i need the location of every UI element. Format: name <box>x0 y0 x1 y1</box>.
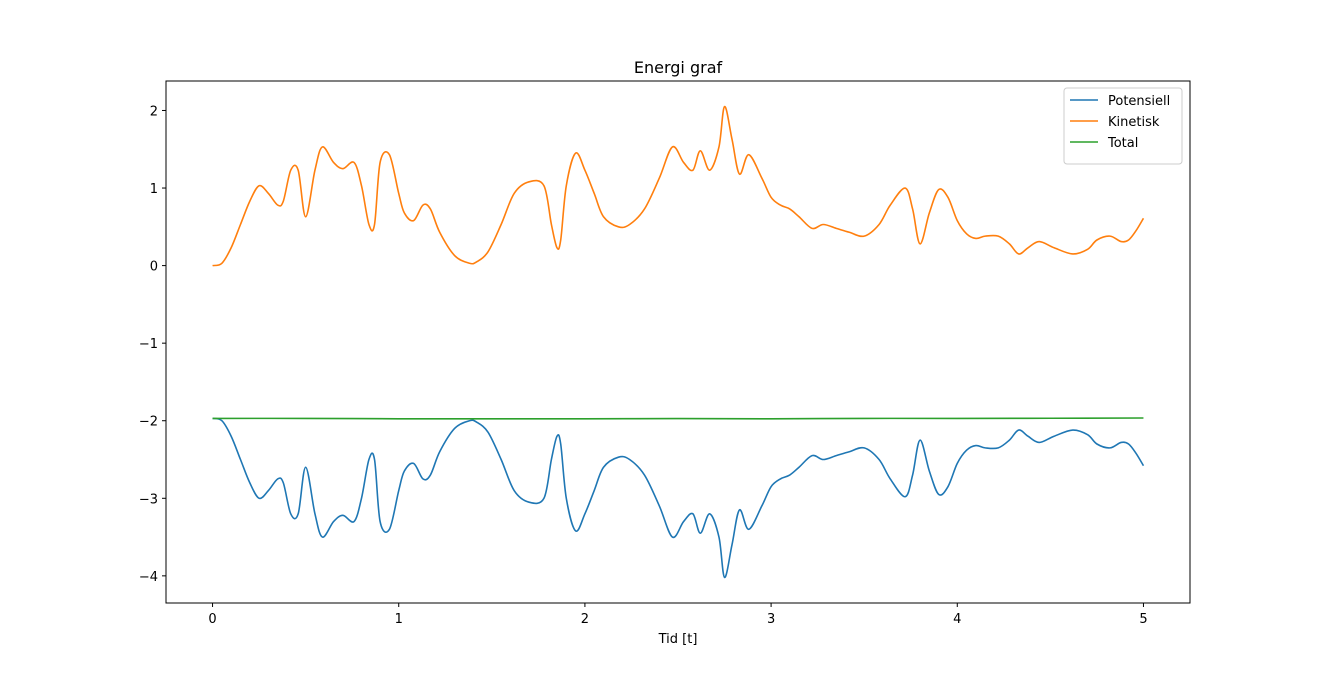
y-tick-label: −4 <box>139 570 158 585</box>
y-tick-label: −3 <box>139 492 158 507</box>
x-tick-label: 3 <box>767 612 775 627</box>
y-tick-label: 1 <box>150 182 158 197</box>
series-line-total <box>212 417 1144 420</box>
y-tick-label: 0 <box>150 260 158 275</box>
x-tick-label: 2 <box>581 612 589 627</box>
axes-frame <box>165 80 1191 604</box>
y-tick-label: 2 <box>150 104 158 119</box>
legend-label-kinetisk: Kinetisk <box>1108 115 1160 130</box>
chart-title: Energi graf <box>634 58 723 77</box>
x-tick-label: 4 <box>953 612 961 627</box>
plot-area <box>166 81 1190 603</box>
x-tick-label: 1 <box>395 612 403 627</box>
x-tick-label: 5 <box>1139 612 1147 627</box>
legend-box <box>1063 87 1183 165</box>
series-line-kinetisk <box>212 105 1145 267</box>
plot-background <box>166 81 1190 603</box>
legend-label-total: Total <box>1107 136 1138 151</box>
series-line-potensiell <box>212 417 1145 579</box>
x-tick-label: 0 <box>208 612 216 627</box>
x-axis-label: Tid [t] <box>658 632 698 647</box>
y-tick-label: −1 <box>139 337 158 352</box>
legend-label-potensiell: Potensiell <box>1108 94 1170 109</box>
axes: 0 1 2 3 4 5 2 1 0 −1 −2 −3 −4 <box>139 80 1191 627</box>
y-tick-label: −2 <box>139 415 158 430</box>
series-lines <box>212 105 1145 579</box>
legend: Potensiell Kinetisk Total <box>1063 87 1183 165</box>
